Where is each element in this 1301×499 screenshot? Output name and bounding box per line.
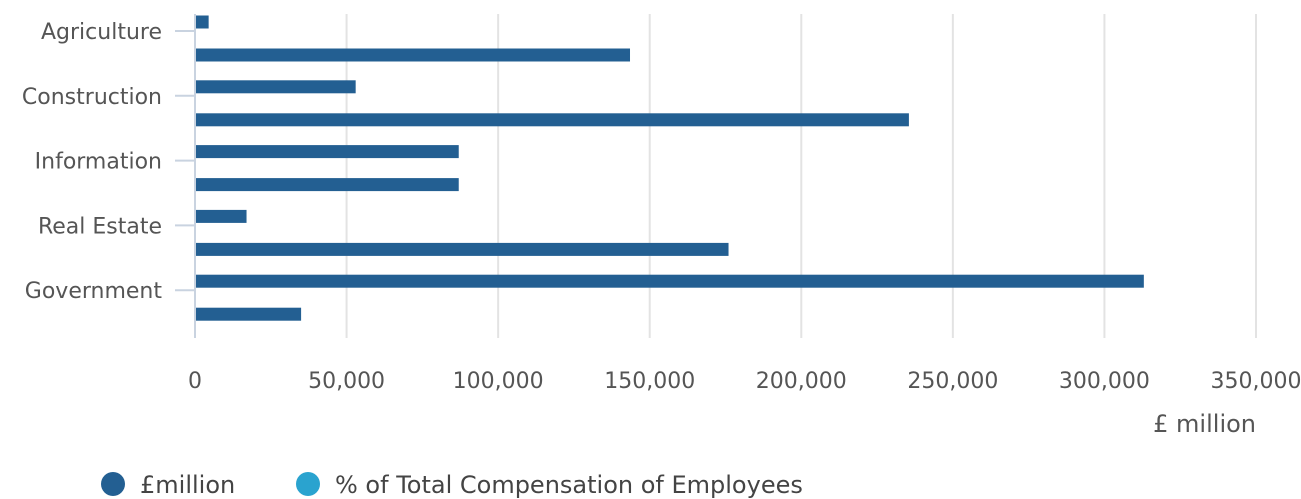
y-tick-label: Real Estate [38, 214, 162, 239]
legend[interactable]: £million % of Total Compensation of Emplo… [101, 471, 803, 499]
x-tick-label: 200,000 [756, 369, 847, 394]
x-tick-label: 100,000 [453, 369, 544, 394]
x-tick-label: 250,000 [907, 369, 998, 394]
y-tick-label: Agriculture [41, 20, 162, 45]
axes [175, 14, 196, 338]
legend-marker [296, 472, 320, 496]
x-tick-label: 0 [188, 369, 202, 394]
legend-label: % of Total Compensation of Employees [335, 471, 803, 499]
tick-labels: 0 50,000 100,000 150,000 200,000 250,000 300,0… [22, 20, 1301, 394]
bar [196, 209, 247, 223]
bar [196, 113, 909, 127]
x-axis-title: £ million [1153, 410, 1256, 438]
y-tick-label: Construction [22, 85, 162, 110]
bar [196, 145, 459, 159]
legend-item[interactable]: % of Total Compensation of Employees [296, 471, 803, 499]
bar [196, 274, 1144, 288]
legend-label: £million [140, 471, 235, 499]
x-tick-label: 300,000 [1059, 369, 1150, 394]
bar [196, 242, 729, 256]
y-tick-label: Information [35, 150, 162, 175]
legend-marker [101, 472, 125, 496]
legend-item[interactable]: £million [101, 471, 235, 499]
x-tick-label: 350,000 [1211, 369, 1301, 394]
bar [196, 48, 631, 62]
x-tick-label: 150,000 [604, 369, 695, 394]
bar [196, 307, 302, 321]
x-tick-label: 50,000 [308, 369, 385, 394]
y-tick-label: Government [25, 279, 163, 304]
grid-lines [345, 14, 1257, 338]
bar [196, 15, 209, 29]
bar [196, 178, 459, 192]
bar [196, 80, 356, 94]
bars [196, 15, 1144, 321]
